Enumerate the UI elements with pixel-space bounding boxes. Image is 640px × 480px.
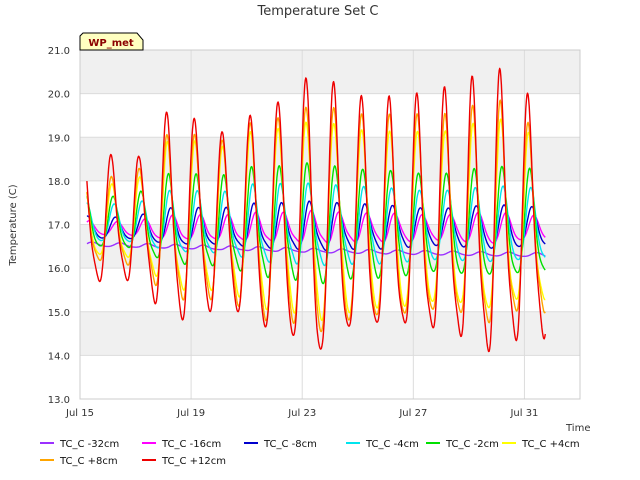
x-tick-label: Jul 19 [176, 408, 205, 419]
legend-label: TC_C -4cm [365, 439, 419, 450]
series-line [86, 99, 546, 333]
legend-label: TC_C -16cm [161, 439, 221, 450]
legend-label: TC_C +12cm [161, 456, 226, 467]
x-tick-label: Jul 15 [65, 408, 94, 419]
y-tick-label: 17.0 [48, 221, 70, 232]
legend-label: TC_C -8cm [263, 439, 317, 450]
legend-label: TC_C -2cm [445, 439, 499, 450]
y-axis-ticks: 13.0 14.0 15.0 16.0 17.0 18.0 19.0 20.0 21.0 [48, 46, 70, 406]
legend-label: TC_C +4cm [521, 439, 580, 450]
plot-band [80, 311, 580, 356]
x-tick-label: Jul 31 [509, 408, 538, 419]
legend: TC_C -32cm TC_C -16cm TC_C -8cm TC_C -4cm TC… [40, 439, 580, 467]
y-tick-label: 19.0 [48, 133, 70, 144]
legend-label: TC_C -32cm [59, 439, 119, 450]
legend-label: TC_C +8cm [59, 456, 118, 467]
y-tick-label: 15.0 [48, 308, 70, 319]
badge-box [79, 32, 144, 51]
y-axis-label: Temperature (C) [8, 184, 19, 266]
plot-border [79, 49, 581, 400]
y-tick-label: 16.0 [48, 264, 70, 275]
chart-title: Temperature Set C [256, 4, 378, 19]
x-axis-label: Time [565, 423, 590, 434]
y-tick-label: 18.0 [48, 177, 70, 188]
badge-label: WP_met [88, 38, 134, 49]
series-lines [86, 67, 546, 353]
series-line [86, 182, 546, 267]
series-line [86, 162, 546, 285]
y-tick-label: 20.0 [48, 90, 70, 101]
site-badge: WP_met [79, 32, 144, 51]
x-tick-label: Jul 23 [287, 408, 316, 419]
y-tick-label: 14.0 [48, 351, 70, 362]
series-line [86, 67, 546, 353]
plot-band [80, 50, 580, 94]
y-tick-label: 13.0 [48, 395, 70, 406]
x-tick-label: Jul 27 [398, 408, 427, 419]
y-tick-label: 21.0 [48, 46, 70, 57]
x-axis-ticks: Jul 15 Jul 19 Jul 23 Jul 27 Jul 31 [65, 408, 538, 419]
